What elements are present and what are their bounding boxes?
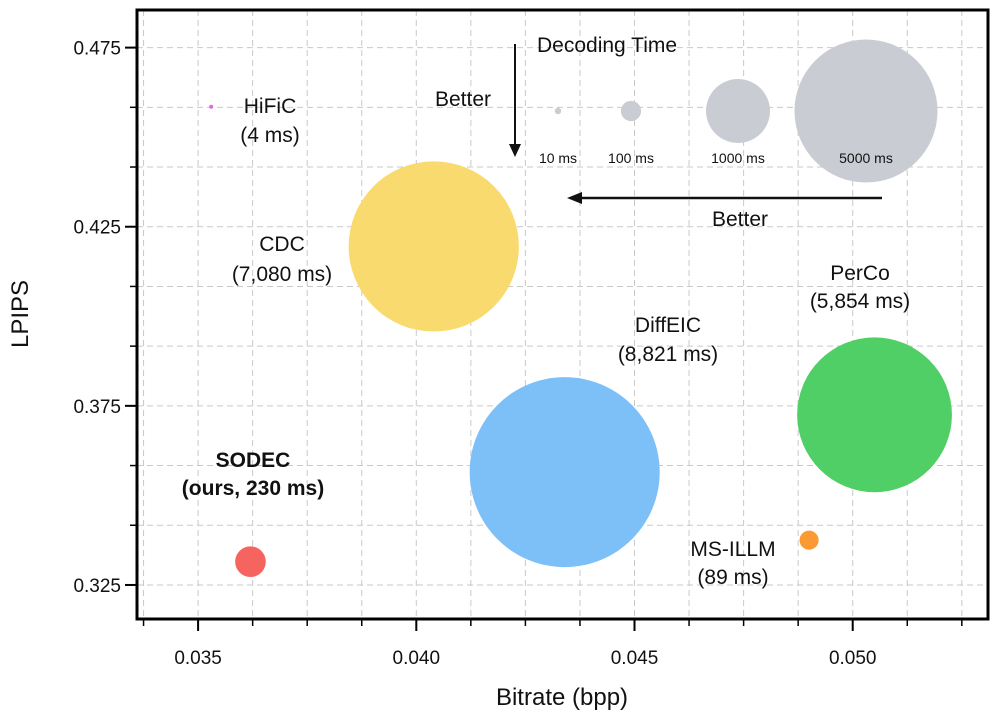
x-tick-label: 0.050: [829, 648, 877, 669]
x-tick-label: 0.040: [393, 648, 441, 669]
legend-bubble: [620, 100, 642, 122]
bubble-hific: [209, 104, 214, 109]
bubbles-layer: [209, 104, 952, 578]
label-perco-time: (5,854 ms): [810, 290, 910, 313]
y-tick-label: 0.425: [73, 218, 121, 239]
label-ms-illm-time: (89 ms): [697, 566, 768, 589]
legend-size-label: 5000 ms: [839, 150, 893, 166]
label-sodec-time: (ours, 230 ms): [182, 477, 324, 500]
y-tick-label: 0.325: [73, 576, 121, 597]
legend-size-label: 10 ms: [539, 150, 577, 166]
label-cdc-name: CDC: [259, 233, 305, 256]
label-hific-time: (4 ms): [240, 124, 300, 147]
bubble-ms-illm: [799, 530, 819, 550]
y-axis-title: LPIPS: [7, 280, 34, 348]
bubble-perco: [797, 337, 952, 493]
label-sodec-name: SODEC: [216, 449, 291, 472]
label-hific-name: HiFiC: [244, 95, 297, 118]
bubble-cdc: [348, 161, 519, 332]
label-ms-illm-name: MS-ILLM: [690, 538, 775, 561]
x-tick-label: 0.035: [174, 648, 222, 669]
plot-frame: [135, 8, 990, 621]
better-arrow-down-head: [509, 144, 521, 157]
legend-bubble: [794, 39, 938, 183]
label-perco-name: PerCo: [830, 262, 890, 285]
bubble-diffeic: [469, 377, 660, 568]
better-label-down: Better: [435, 88, 491, 111]
legend-bubble: [706, 79, 770, 143]
legend-size-label: 100 ms: [608, 150, 654, 166]
bubble-labels-layer: HiFiC (4 ms) CDC (7,080 ms) PerCo (5,854 ms) D…: [182, 95, 910, 589]
label-diffeic-time: (8,821 ms): [618, 343, 718, 366]
legend-bubble: [554, 107, 562, 115]
y-tick-label: 0.475: [73, 39, 121, 60]
better-label-left: Better: [712, 208, 768, 231]
x-tick-label: 0.045: [611, 648, 659, 669]
x-axis-title: Bitrate (bpp): [496, 684, 628, 711]
label-diffeic-name: DiffEIC: [635, 314, 701, 337]
legend-title: Decoding Time: [537, 34, 677, 57]
legend: Decoding Time 10 ms 100 ms 1000 ms 5000 ms Be…: [435, 34, 938, 231]
axes: 0.035 0.040 0.045 0.050 0.325 0.375 0.425 0.475: [73, 8, 990, 669]
y-tick-label: 0.375: [73, 397, 121, 418]
better-arrow-left-head: [567, 192, 582, 204]
legend-size-label: 1000 ms: [711, 150, 765, 166]
bubble-sodec: [235, 546, 266, 578]
label-cdc-time: (7,080 ms): [232, 263, 332, 286]
